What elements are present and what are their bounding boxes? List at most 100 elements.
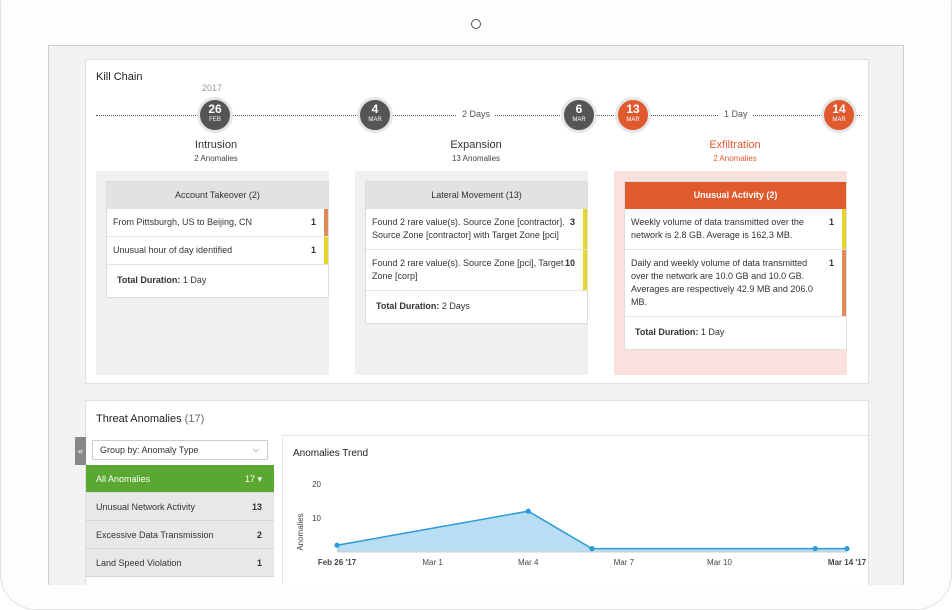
trend-point [334,542,340,548]
node-month: MAR [626,117,640,123]
anomaly-type-count: 17 ▾ [244,474,262,484]
chevron-down-icon: ⌵ [252,445,259,454]
timeline-node[interactable]: 6 MAR [561,97,597,133]
trend-point [525,508,531,514]
total-duration-label: Total Duration: [376,301,440,311]
anomaly-type-label: Unusual Network Activity [96,502,196,512]
trend-point [589,546,595,552]
timeline-node[interactable]: 4 MAR [357,97,393,133]
severity-bar [324,209,328,236]
card-title[interactable]: Account Takeover (2) [107,182,328,209]
threat-anomalies-label: Threat Anomalies [96,413,182,425]
total-duration: Total Duration: 1 Day [625,317,846,349]
node-month: FEB [209,117,221,123]
anomaly-row[interactable]: Weekly volume of data transmitted over t… [625,209,846,250]
anomaly-row[interactable]: Found 2 rare value(s). Source Zone [pci]… [366,250,587,291]
y-axis-label: Anomalies [296,513,305,550]
x-tick-label: Feb 26 '17 [318,558,357,567]
threat-anomalies-title: Threat Anomalies (17) [96,413,204,425]
anomaly-card: Account Takeover (2) From Pittsburgh, US… [106,181,329,298]
anomaly-text: Found 2 rare value(s). Source Zone [cont… [372,217,565,240]
timeline-year: 2017 [201,83,223,93]
anomaly-row[interactable]: Unusual hour of day identified 1 [107,237,328,265]
node-month: MAR [572,117,586,123]
anomaly-type-count: 2 [256,530,262,540]
severity-bar [842,250,846,316]
anomaly-type-list: All Anomalies 17 ▾ Unusual Network Activ… [86,465,274,577]
severity-bar [324,237,328,264]
anomaly-type-item[interactable]: Unusual Network Activity 13 [86,493,274,521]
group-by-value: Group by: Anomaly Type [100,445,199,455]
stage-anomaly-count: 13 Anomalies [451,154,501,163]
x-tick-label: Mar 4 [518,558,539,567]
total-duration-value: 2 Days [441,301,470,311]
anomaly-card: Lateral Movement (13) Found 2 rare value… [365,181,588,324]
camera-icon [471,19,481,29]
anomaly-text: Unusual hour of day identified [113,245,233,255]
kill-chain-title: Kill Chain [96,71,143,83]
anomaly-row[interactable]: Daily and weekly volume of data transmit… [625,250,846,317]
anomaly-card: Unusual Activity (2) Weekly volume of da… [624,181,847,350]
card-title[interactable]: Lateral Movement (13) [366,182,587,209]
timeline-gap-label: 1 Day [719,109,753,119]
stage-box-expansion: Lateral Movement (13) Found 2 rare value… [355,171,588,375]
total-duration-label: Total Duration: [635,327,699,337]
anomaly-text: From Pittsburgh, US to Beijing, CN [113,217,253,227]
anomaly-type-item[interactable]: Excessive Data Transmission 2 [86,521,274,549]
timeline-node[interactable]: 26 FEB [197,97,233,133]
x-tick-label: Mar 10 [707,558,732,567]
anomaly-type-item[interactable]: Land Speed Violation 1 [86,549,274,577]
anomaly-row[interactable]: Found 2 rare value(s). Source Zone [cont… [366,209,587,250]
total-duration: Total Duration: 1 Day [107,265,328,297]
x-tick-label: Mar 14 '17 [828,558,867,567]
total-duration-value: 1 Day [182,275,207,285]
total-duration-value: 1 Day [700,327,725,337]
anomaly-text: Weekly volume of data transmitted over t… [631,217,804,240]
y-tick-label: 10 [312,514,321,523]
node-day: 13 [626,102,640,116]
severity-bar [583,250,587,290]
stage-anomaly-count: 2 Anomalies [713,154,757,163]
anomaly-text: Found 2 rare value(s). Source Zone [pci]… [372,258,564,281]
severity-bar [842,209,846,249]
group-by-select[interactable]: Group by: Anomaly Type ⌵ [92,440,268,460]
anomaly-type-item[interactable]: All Anomalies 17 ▾ [86,465,274,493]
timeline-node[interactable]: 13 MAR [615,97,651,133]
severity-bar [583,209,587,249]
x-tick-label: Mar 7 [614,558,635,567]
anomaly-type-count: 13 [251,502,262,512]
timeline-node[interactable]: 14 MAR [821,97,857,133]
anomalies-trend-panel: Anomalies Trend Anomalies 20 10 Feb 26 '17 M… [282,435,870,585]
anomaly-count: 1 [828,217,834,227]
anomaly-type-label: Excessive Data Transmission [96,530,214,540]
anomaly-count: 1 [310,217,316,227]
stage-name: Intrusion [194,139,238,151]
timeline-gap-label: 2 Days [457,109,496,119]
threat-anomalies-count: (17) [184,413,205,425]
trend-title: Anomalies Trend [293,448,369,459]
stage-anomaly-count: 2 Anomalies [194,154,238,163]
node-day: 14 [832,102,846,116]
collapse-sidebar-icon[interactable]: « [75,437,86,465]
total-duration: Total Duration: 2 Days [366,291,587,323]
node-day: 4 [371,102,379,116]
total-duration-label: Total Duration: [117,275,181,285]
threat-anomalies-panel: Threat Anomalies (17) « Group by: Anomal… [75,400,870,585]
anomaly-type-label: All Anomalies [96,474,151,484]
stage-name: Exfiltration [709,139,761,151]
screen: Kill Chain 2017 2 Days 1 Day 26 FEB 4 MA… [48,45,904,585]
anomaly-text: Daily and weekly volume of data transmit… [631,258,813,307]
card-title[interactable]: Unusual Activity (2) [625,182,846,209]
anomaly-type-count: 1 [256,558,262,568]
trend-point [844,546,850,552]
node-month: MAR [832,117,846,123]
anomaly-count: 1 [310,245,316,255]
node-day: 6 [575,102,583,116]
stage-box-intrusion: Account Takeover (2) From Pittsburgh, US… [96,171,329,375]
trend-area [337,511,847,552]
x-tick-label: Mar 1 [422,558,443,567]
stage-box-exfiltration: Unusual Activity (2) Weekly volume of da… [614,171,847,375]
anomalies-trend-chart: Anomalies 20 10 Feb 26 '17 Mar 1 Mar 4 Mar 7 Ma… [296,480,867,567]
node-day: 26 [208,102,222,116]
anomaly-row[interactable]: From Pittsburgh, US to Beijing, CN 1 [107,209,328,237]
